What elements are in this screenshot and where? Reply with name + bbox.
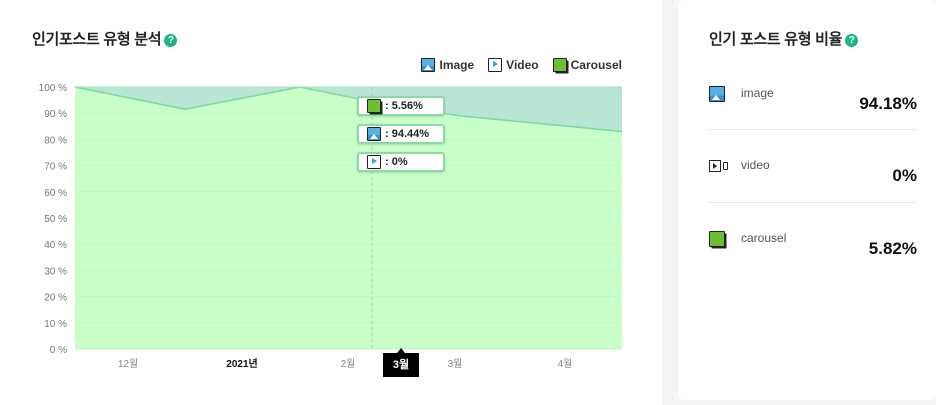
carousel-icon — [552, 58, 567, 72]
image-icon — [421, 58, 436, 72]
legend-label: Image — [439, 58, 475, 72]
y-tick-label: 100 % — [39, 83, 67, 94]
help-icon[interactable]: ? — [845, 34, 859, 47]
y-tick-label: 30 % — [44, 266, 67, 277]
legend-item-image[interactable]: Image — [421, 58, 474, 72]
legend-label: Video — [506, 58, 539, 72]
stat-video: video 0% — [709, 148, 917, 220]
panel-title-text: 인기포스트 유형 분석 — [32, 31, 162, 48]
legend-label: Carousel — [570, 58, 622, 72]
legend-item-video[interactable]: Video — [488, 58, 539, 72]
stat-name: image — [741, 86, 774, 100]
x-tick-label: 3월 — [448, 358, 463, 370]
y-tick-label: 70 % — [44, 162, 67, 173]
image-icon — [367, 127, 381, 141]
stat-value: 0% — [892, 166, 917, 185]
video-icon — [709, 160, 729, 172]
grid-lines — [75, 86, 622, 350]
tooltip-value: : 94.44% — [385, 128, 430, 140]
area-image — [75, 87, 622, 349]
y-tick-label: 20 % — [44, 293, 67, 304]
tooltip-value: : 0% — [385, 156, 408, 168]
y-tick-label: 90 % — [44, 109, 67, 120]
y-tick-label: 60 % — [44, 188, 67, 199]
post-type-analysis-panel: 인기포스트 유형 분석? Image Video Carousel 100 % 9… — [0, 0, 662, 405]
series-line-image — [74, 86, 623, 133]
divider — [709, 202, 917, 203]
x-tick-label: 2월 — [341, 358, 356, 370]
tooltip-value: : 5.56% — [385, 100, 423, 112]
panel-title: 인기 포스트 유형 비율? — [709, 28, 859, 49]
x-axis: 12월 2021년 2월 3월 4월 — [118, 357, 573, 370]
panel-title: 인기포스트 유형 분석? — [32, 28, 178, 49]
chart-areas — [74, 86, 623, 350]
chart-legend: Image Video Carousel — [421, 58, 622, 72]
y-tick-label: 40 % — [44, 240, 67, 251]
y-tick-label: 80 % — [44, 135, 67, 146]
stat-carousel: carousel 5.82% — [709, 221, 917, 293]
video-icon — [367, 155, 381, 169]
panel-title-text: 인기 포스트 유형 비율 — [709, 31, 843, 48]
y-tick-label: 0 % — [50, 345, 67, 356]
y-axis: 100 % 90 % 80 % 70 % 60 % 50 % 40 % 30 % 20 % 10 … — [39, 83, 67, 356]
video-icon — [488, 58, 503, 72]
x-tick-label: 2021년 — [226, 357, 257, 370]
help-icon[interactable]: ? — [164, 34, 178, 47]
stat-name: video — [741, 158, 770, 172]
tooltip-row-video: : 0% — [357, 152, 445, 172]
x-tick-label: 12월 — [118, 358, 138, 370]
y-tick-label: 10 % — [44, 319, 67, 330]
y-tick-label: 50 % — [44, 214, 67, 225]
stat-name: carousel — [741, 231, 787, 245]
tooltip-row-carousel: : 5.56% — [357, 96, 445, 116]
tooltip-row-image: : 94.44% — [357, 124, 445, 144]
stat-image: image 94.18% — [709, 76, 917, 148]
area-carousel — [75, 87, 622, 132]
stat-value: 5.82% — [868, 239, 917, 258]
post-type-ratio-panel: 인기 포스트 유형 비율? image 94.18% video 0% caro… — [678, 0, 936, 400]
image-icon — [709, 86, 725, 102]
carousel-icon — [367, 99, 381, 113]
legend-item-carousel[interactable]: Carousel — [552, 58, 622, 72]
stat-value: 94.18% — [859, 94, 917, 113]
crosshair-x-label: 3월 — [383, 348, 419, 377]
divider — [709, 129, 917, 130]
x-tick-label: 4월 — [558, 358, 573, 370]
carousel-icon — [709, 231, 725, 247]
